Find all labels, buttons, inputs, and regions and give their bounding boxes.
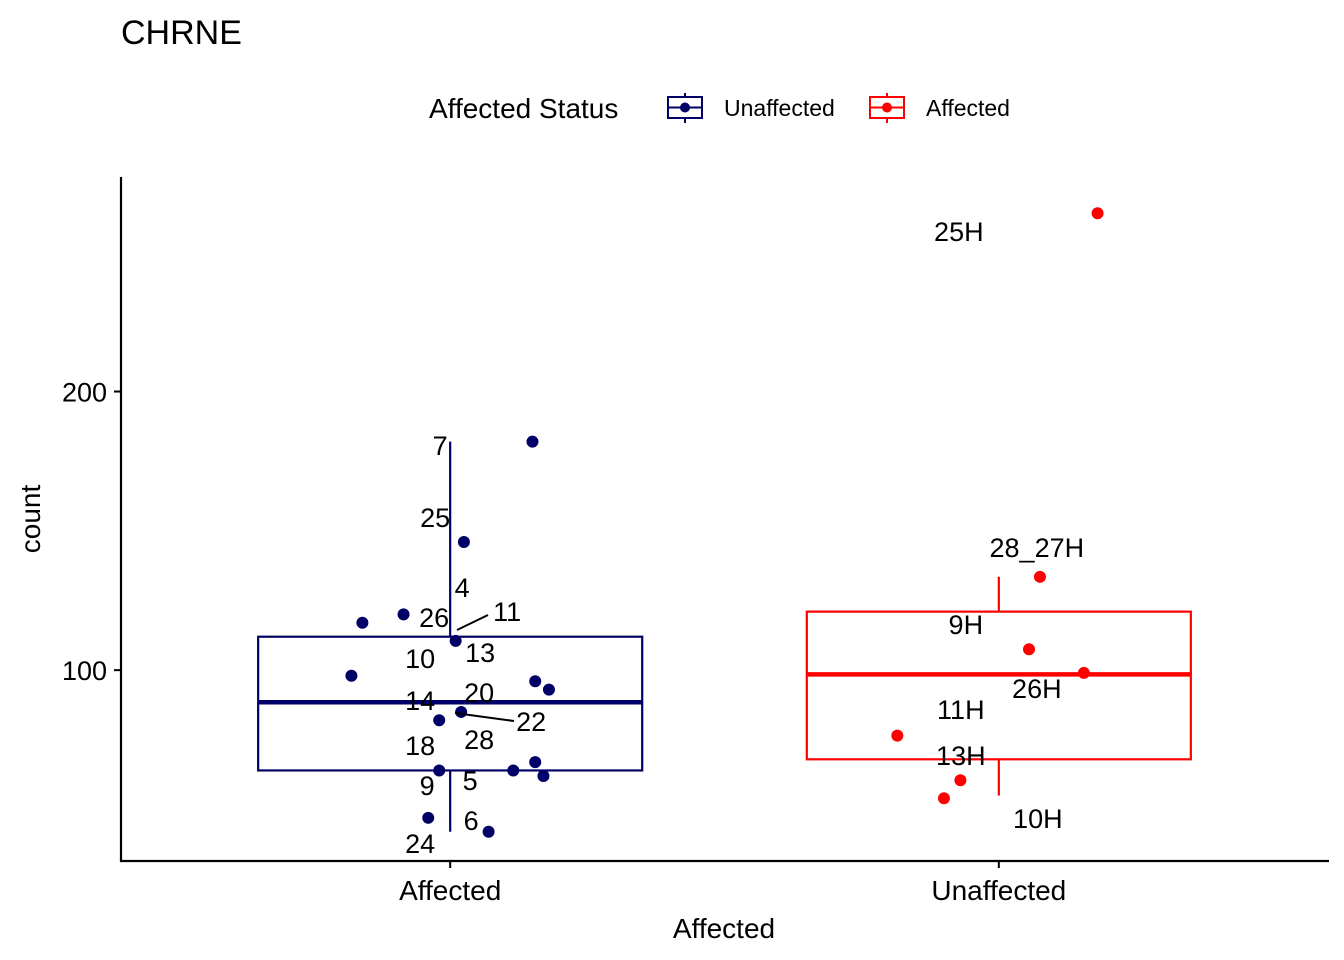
point-label-10H: 10H (1013, 804, 1063, 834)
point-label-20: 20 (464, 678, 494, 708)
plot-area: 7 25 426 11 10 13 14 20 22 18 28 9 5 24 6 25H 28_27H 9H 26… (257, 207, 1192, 859)
chart-title: CHRNE (121, 14, 242, 52)
point-13H (954, 774, 967, 787)
point-label-11: 11 (493, 597, 521, 627)
point-6 (482, 825, 495, 838)
point-label-10: 10 (405, 644, 435, 674)
y-tick-label-200: 200 (62, 378, 107, 408)
y-axis-label: count (15, 485, 46, 554)
point-label-25: 25 (420, 503, 450, 533)
point-9 (507, 764, 520, 777)
point-label-9: 9 (420, 771, 435, 801)
legend-key-unaffected: Unaffected (667, 93, 835, 123)
point-9H (1022, 643, 1035, 656)
point-label-13H: 13H (936, 741, 986, 771)
legend-label-affected: Affected (926, 95, 1010, 121)
point-26H (1077, 666, 1090, 679)
legend-title: Affected Status (429, 93, 618, 124)
point-11H (891, 729, 904, 742)
x-tick-label-affected: Affected (399, 875, 501, 906)
legend-point (882, 102, 892, 113)
x-tick-label-unaffected: Unaffected (931, 875, 1066, 906)
point-28_27H (1033, 570, 1046, 583)
point-label-4: 4 (455, 573, 470, 603)
point-22 (433, 714, 446, 727)
point-26 (356, 616, 369, 629)
leader-22 (454, 712, 515, 722)
point-label-7: 7 (433, 431, 448, 461)
point-label-26H: 26H (1012, 674, 1062, 704)
point-label-24: 24 (405, 829, 435, 859)
point-18 (433, 764, 446, 777)
point-7 (526, 435, 539, 448)
legend-key-affected: Affected (869, 93, 1010, 123)
legend: Affected Status Unaffected Affected (429, 93, 1010, 124)
point-label-18: 18 (405, 731, 435, 761)
point-label-26: 26 (419, 603, 449, 633)
point-20 (542, 683, 555, 696)
box-unaffected (805, 576, 1192, 796)
point-28 (529, 756, 542, 769)
point-label-11H: 11H (937, 695, 985, 725)
iqr-box (805, 610, 1192, 761)
point-4 (449, 634, 462, 647)
point-label-22: 22 (516, 707, 546, 737)
x-axis-label: Affected (673, 913, 775, 944)
point-25 (457, 535, 470, 548)
point-label-13: 13 (465, 638, 495, 668)
point-5 (537, 770, 550, 783)
point-label-9H: 9H (949, 610, 984, 640)
point-label-14: 14 (405, 686, 435, 716)
point-label-6: 6 (464, 806, 479, 836)
legend-label-unaffected: Unaffected (724, 95, 835, 121)
point-24 (422, 811, 435, 824)
leader-11 (456, 614, 489, 631)
point-14 (529, 675, 542, 688)
point-13 (345, 669, 358, 682)
point-11 (397, 608, 410, 621)
legend-point (680, 102, 690, 113)
y-tick-label-100: 100 (62, 656, 107, 686)
point-10H (937, 792, 950, 805)
point-label-28_27H: 28_27H (990, 533, 1085, 563)
point-label-5: 5 (463, 766, 478, 796)
point-label-28: 28 (464, 725, 494, 755)
point-label-25H: 25H (934, 217, 984, 247)
point-25H (1091, 207, 1104, 220)
axes: 100 200 Affected Unaffected (62, 177, 1329, 906)
box-affected (257, 441, 644, 832)
